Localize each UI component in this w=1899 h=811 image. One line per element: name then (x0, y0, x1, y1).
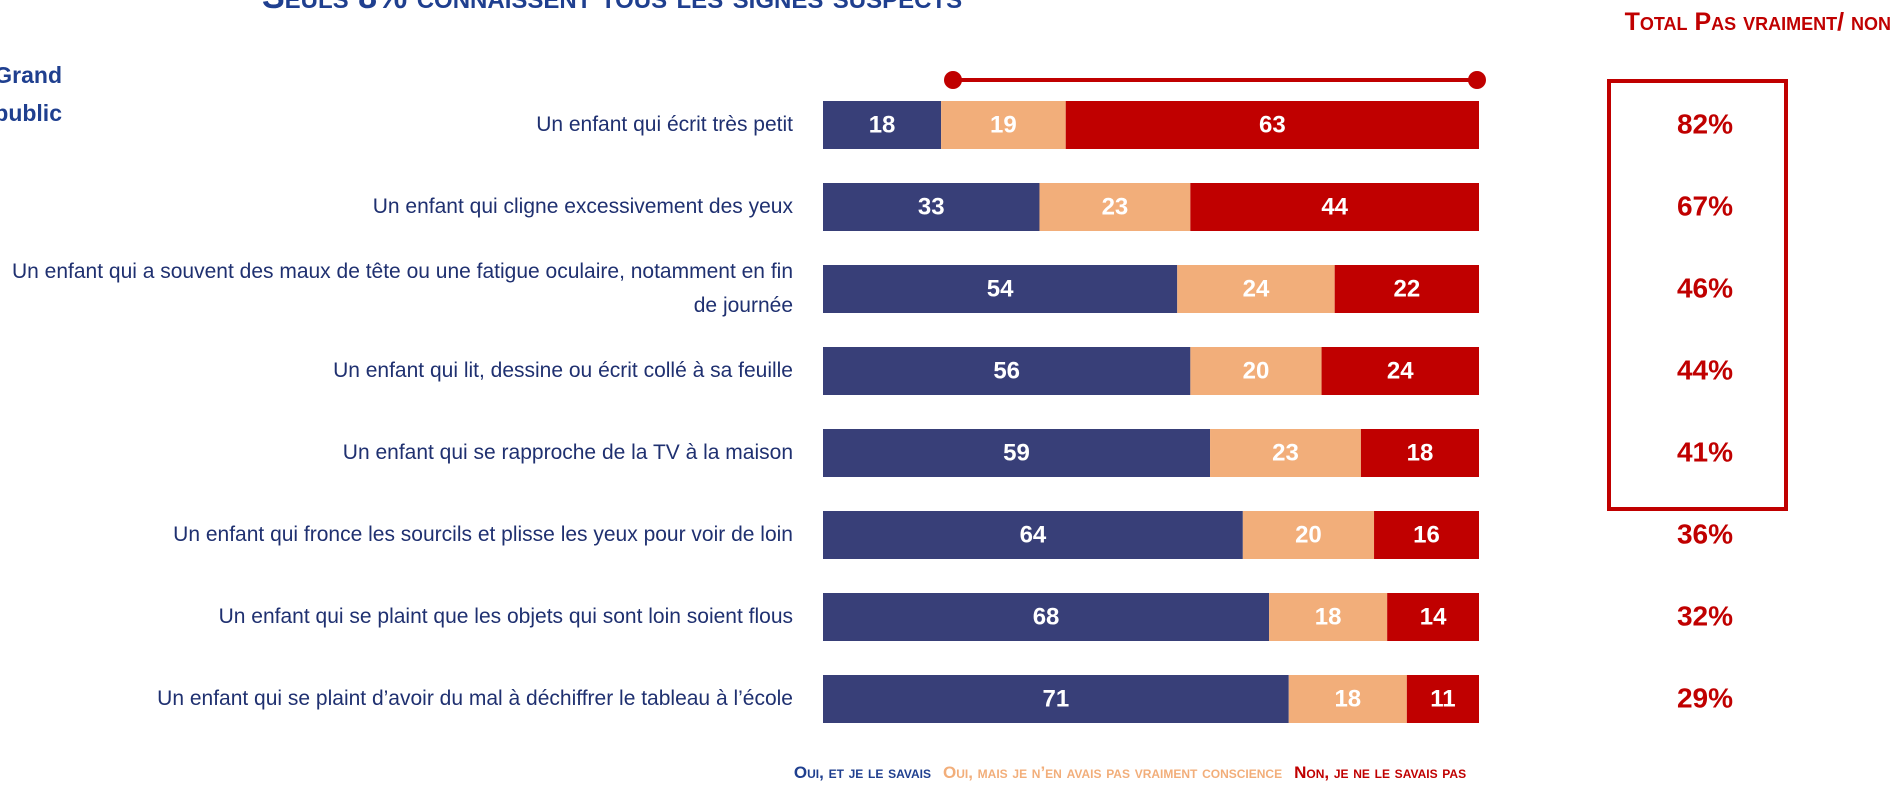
bar-segment (823, 183, 1040, 231)
bar-segment (823, 101, 942, 149)
data-label: 68 (1033, 603, 1060, 630)
data-label: 59 (1003, 439, 1030, 466)
bar-segment (1210, 429, 1361, 477)
data-label: 23 (1102, 193, 1129, 220)
bracket-dot (944, 71, 962, 89)
data-label: 22 (1393, 275, 1420, 302)
bar-segment (823, 675, 1289, 723)
data-label: 54 (987, 275, 1014, 302)
data-label: 18 (1334, 685, 1361, 712)
category-label: Un enfant qui lit, dessine ou écrit coll… (333, 359, 793, 382)
bar-segment (1360, 429, 1479, 477)
data-label: 20 (1295, 521, 1322, 548)
bracket-dot (1468, 71, 1486, 89)
totals-title: Total Pas vraiment/ non (1624, 8, 1891, 36)
category-label: Un enfant qui se rapproche de la TV à la… (342, 441, 793, 464)
data-label: 23 (1272, 439, 1299, 466)
data-label: 63 (1259, 111, 1286, 138)
total-label: 41% (1677, 436, 1733, 467)
data-label: 14 (1420, 603, 1447, 630)
bar-segment (1190, 347, 1322, 395)
legend-entry: Oui, mais je n’en avais pas vraiment con… (943, 763, 1283, 782)
bar-segment (823, 593, 1270, 641)
bar-segment (823, 265, 1178, 313)
data-label: 18 (1315, 603, 1342, 630)
category-label: Un enfant qui écrit très petit (536, 113, 793, 136)
data-label: 33 (918, 193, 945, 220)
bar-segment (823, 347, 1191, 395)
total-label: 82% (1677, 108, 1733, 139)
category-label: Un enfant qui cligne excessivement des y… (372, 195, 793, 218)
bar-segment (1374, 511, 1479, 559)
data-label: 19 (990, 111, 1017, 138)
legend-entry: Non, je ne le savais pas (1294, 763, 1467, 782)
subtitle: Grand public (0, 62, 62, 126)
bar-segment (1269, 593, 1388, 641)
data-label: 18 (1407, 439, 1434, 466)
data-label: 44 (1321, 193, 1348, 220)
category-label: Un enfant qui a souvent des maux de tête… (11, 260, 793, 317)
category-label: Un enfant qui se plaint que les objets q… (218, 605, 793, 628)
total-label: 36% (1677, 518, 1733, 549)
bar-segment (1177, 265, 1335, 313)
data-label: 24 (1387, 357, 1414, 384)
data-label: 16 (1413, 521, 1440, 548)
legend-entry: Oui, et je le savais (793, 763, 931, 782)
total-label: 44% (1677, 354, 1733, 385)
bar-segment (1288, 675, 1407, 723)
chart-title: Seuls 8% connaissent tous les signes sus… (262, 0, 962, 17)
category-label: Un enfant qui fronce les sourcils et pli… (173, 523, 793, 546)
bar-segment (1334, 265, 1479, 313)
total-label: 46% (1677, 272, 1733, 303)
data-label: 18 (869, 111, 896, 138)
category-label: Un enfant qui se plaint d’avoir du mal à… (157, 687, 793, 710)
bar-segment (1242, 511, 1375, 559)
bar-segment (1039, 183, 1191, 231)
total-label: 67% (1677, 190, 1733, 221)
bar-segment (1065, 101, 1479, 149)
bar-segment (1321, 347, 1479, 395)
data-label: 11 (1430, 685, 1455, 712)
data-label: 71 (1043, 685, 1070, 712)
data-label: 20 (1243, 357, 1270, 384)
bar-segment (1387, 593, 1479, 641)
bar-segment (823, 429, 1211, 477)
bar-segment (823, 511, 1243, 559)
highlight-box (1607, 79, 1788, 511)
bar-segment (1190, 183, 1479, 231)
data-label: 24 (1243, 275, 1270, 302)
bar-segment (941, 101, 1066, 149)
data-label: 64 (1020, 521, 1047, 548)
legend: Oui, et je le savais Oui, mais je n’en av… (700, 758, 1560, 788)
data-label: 56 (993, 357, 1020, 384)
total-label: 32% (1677, 600, 1733, 631)
total-label: 29% (1677, 682, 1733, 713)
bar-segment (1406, 675, 1479, 723)
